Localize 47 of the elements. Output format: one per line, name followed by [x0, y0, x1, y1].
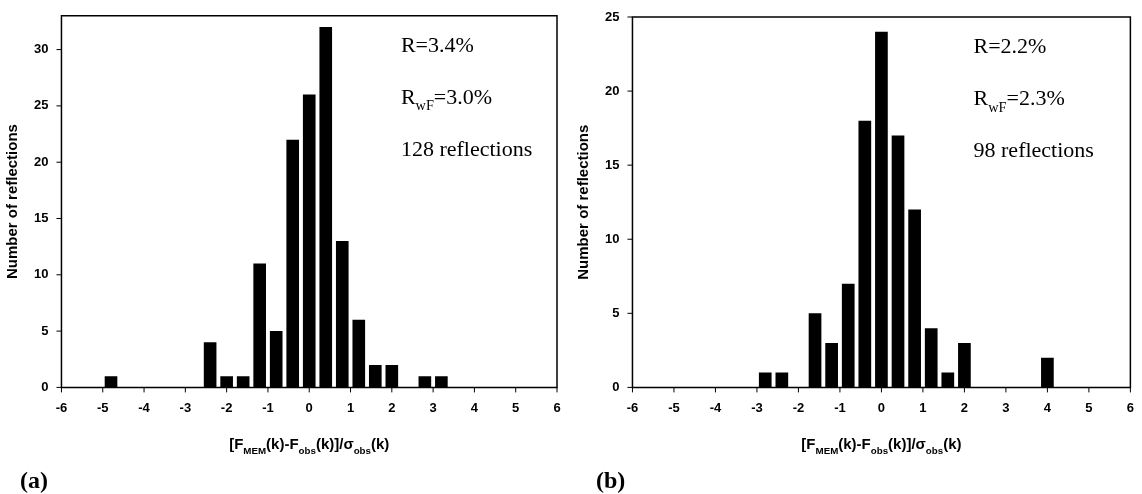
y-tick-label: 20 — [33, 153, 49, 169]
y-tick-label: 10 — [33, 266, 49, 282]
y-tick-label: 15 — [33, 210, 49, 226]
y-tick-label: 15 — [604, 156, 620, 172]
y-tick-label: 20 — [604, 82, 620, 98]
x-tick-label: 0 — [305, 399, 313, 415]
x-tick-label: 3 — [1002, 399, 1010, 415]
x-tick-label: -3 — [179, 399, 192, 415]
x-tick-label: 6 — [553, 399, 561, 415]
x-tick-label: -6 — [55, 399, 68, 415]
text: (a) — [20, 467, 48, 493]
annotation: 98 reflections — [973, 137, 1094, 162]
annotation: R=3.4% — [400, 31, 474, 57]
y-axis-title: Number of reflections — [574, 124, 592, 280]
y-tick-label: 30 — [33, 41, 49, 57]
x-tick-label: -4 — [138, 399, 151, 415]
y-tick-label: 25 — [33, 97, 49, 113]
y-axis-title: Number of reflections — [3, 124, 21, 280]
x-tick-label: 5 — [1085, 399, 1093, 415]
x-tick-label: 2 — [388, 399, 396, 415]
y-tick-label: 10 — [604, 230, 620, 246]
y-tick-label: 25 — [604, 8, 620, 24]
x-tick-label: 1 — [346, 399, 355, 415]
annotation: R=2.2% — [973, 33, 1047, 58]
x-tick-label: -6 — [626, 399, 639, 415]
annotation: 128 reflections — [400, 135, 533, 161]
x-tick-label: -1 — [834, 399, 846, 415]
x-tick-label: -2 — [792, 399, 805, 415]
x-tick-label: 4 — [470, 399, 479, 415]
x-tick-label: -5 — [96, 399, 109, 415]
x-tick-label: 6 — [1126, 399, 1134, 415]
x-tick-label: -2 — [220, 399, 233, 415]
x-tick-label: -1 — [262, 399, 274, 415]
x-tick-label: -5 — [668, 399, 680, 415]
x-tick-label: 1 — [919, 399, 927, 415]
y-tick-label: 5 — [41, 322, 49, 338]
x-tick-label: 0 — [877, 399, 886, 415]
y-tick-label: 0 — [41, 378, 49, 394]
x-tick-label: -4 — [709, 399, 722, 415]
x-tick-label: 5 — [512, 399, 520, 415]
y-tick-label: 5 — [612, 304, 620, 320]
x-tick-label: 3 — [429, 399, 437, 415]
text: (b) — [596, 467, 626, 493]
x-tick-label: 4 — [1043, 399, 1052, 415]
y-tick-label: 0 — [612, 378, 620, 394]
x-tick-label: -3 — [751, 399, 763, 415]
x-tick-label: 2 — [960, 399, 969, 415]
